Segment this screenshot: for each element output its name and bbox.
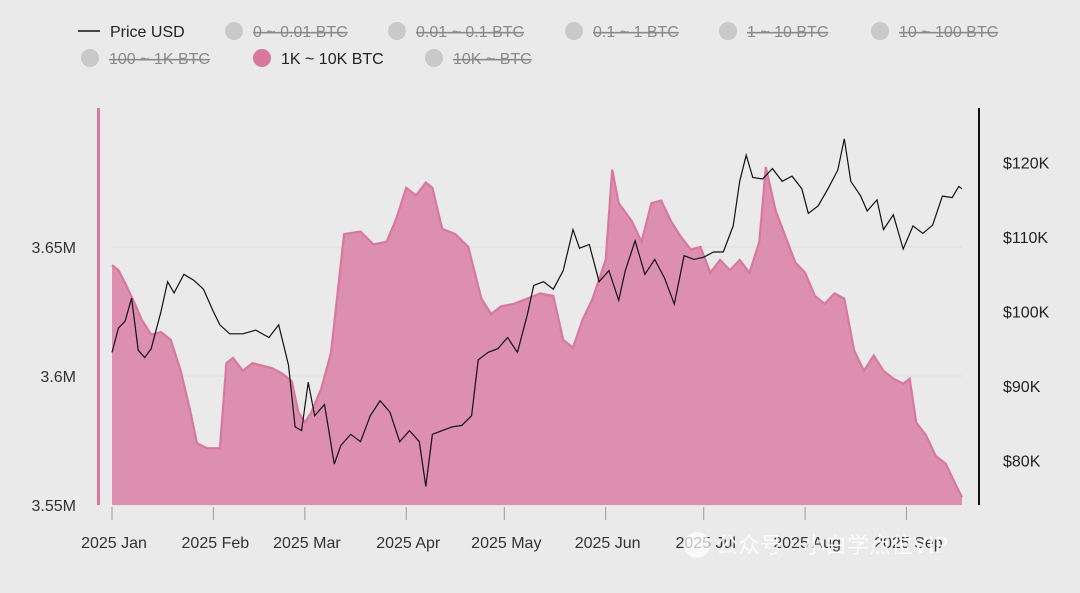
legend-dot-icon xyxy=(225,22,243,40)
legend-label: 1K ~ 10K BTC xyxy=(281,51,384,68)
legend-label: 10 ~ 100 BTC xyxy=(899,24,998,41)
legend-label: 0.1 ~ 1 BTC xyxy=(593,24,679,41)
watermark-logo-icon xyxy=(684,532,710,558)
watermark: 公众号 · 小白学点位VIP xyxy=(684,532,948,559)
y-left-tick-label: 3.65M xyxy=(32,240,76,257)
x-tick-label: 2025 Aug xyxy=(773,535,841,552)
legend-item[interactable]: 0.01 ~ 0.1 BTC xyxy=(388,22,524,41)
x-tick-label: 2025 Jan xyxy=(81,535,147,552)
legend: Price USD 0 ~ 0.01 BTC 0.01 ~ 0.1 BTC 0.1 ~… xyxy=(78,22,998,68)
legend-dot-icon xyxy=(871,22,889,40)
legend-item[interactable]: Price USD xyxy=(78,24,185,41)
legend-dot-icon xyxy=(565,22,583,40)
legend-dot-icon xyxy=(81,49,99,67)
left-axis-bar xyxy=(97,108,100,505)
legend-dot-icon xyxy=(719,22,737,40)
watermark-text: 公众号 · 小白学点位VIP xyxy=(716,534,948,559)
series-line-price-usd xyxy=(111,138,963,487)
y-right-tick-label: $120K xyxy=(1003,156,1050,173)
area-fill-1k-10k xyxy=(112,167,962,505)
legend-dot-icon xyxy=(253,49,271,67)
legend-item[interactable]: 1 ~ 10 BTC xyxy=(719,22,828,41)
x-tick-label: 2025 Jun xyxy=(575,535,641,552)
series-line-1k-10k xyxy=(111,166,963,498)
legend-item[interactable]: 100 ~ 1K BTC xyxy=(81,49,210,68)
right-axis-line xyxy=(978,108,980,505)
plot-area xyxy=(111,138,963,505)
x-tick-label: 2025 Feb xyxy=(182,535,250,552)
legend-dot-icon xyxy=(425,49,443,67)
x-tick-label: 2025 Apr xyxy=(376,535,441,552)
legend-label: Price USD xyxy=(110,24,185,41)
legend-item[interactable]: 1K ~ 10K BTC xyxy=(253,49,384,68)
x-tick-label: 2025 May xyxy=(471,535,541,552)
x-tick-label: 2025 Mar xyxy=(273,535,341,552)
y-left-tick-label: 3.55M xyxy=(32,498,76,515)
legend-item[interactable]: 10 ~ 100 BTC xyxy=(871,22,998,41)
y-left-tick-label: 3.6M xyxy=(40,369,76,386)
legend-label: 0 ~ 0.01 BTC xyxy=(253,24,348,41)
x-tick-label: 2025 Sep xyxy=(874,535,943,552)
legend-item[interactable]: 10K ~ BTC xyxy=(425,49,532,68)
legend-dot-icon xyxy=(388,22,406,40)
legend-label: 100 ~ 1K BTC xyxy=(109,51,210,68)
legend-label: 10K ~ BTC xyxy=(453,51,532,68)
legend-item[interactable]: 0.1 ~ 1 BTC xyxy=(565,22,679,41)
y-right-tick-label: $90K xyxy=(1003,379,1041,396)
axes: 3.55M 3.6M 3.65M $80K $90K $100K $110K $120K 202… xyxy=(32,108,1050,552)
y-right-tick-label: $80K xyxy=(1003,453,1041,470)
legend-item[interactable]: 0 ~ 0.01 BTC xyxy=(225,22,348,41)
y-right-tick-label: $100K xyxy=(1003,305,1050,322)
legend-label: 1 ~ 10 BTC xyxy=(747,24,828,41)
y-right-tick-label: $110K xyxy=(1003,230,1048,247)
legend-label: 0.01 ~ 0.1 BTC xyxy=(416,24,524,41)
